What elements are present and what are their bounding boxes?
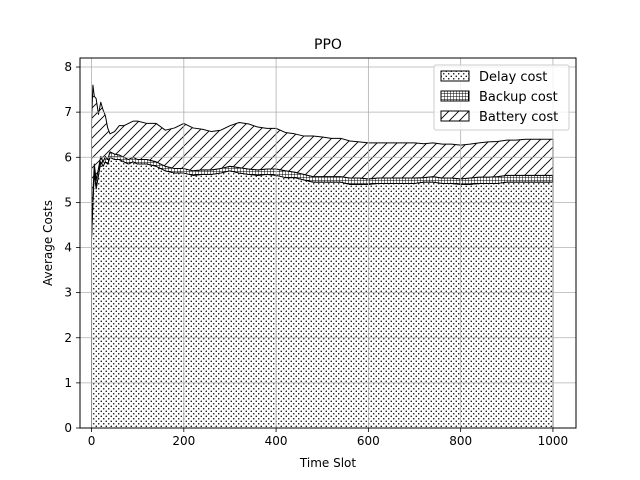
legend-swatch-delay-cost [440,70,470,82]
y-axis-label: Average Costs [41,200,55,286]
y-tick-label: 7 [64,105,72,119]
y-tick-label: 6 [64,150,72,164]
x-axis-label: Time Slot [299,456,356,470]
y-tick-label: 0 [64,421,72,435]
x-tick-label: 200 [172,434,195,448]
legend-label-delay-cost: Delay cost [479,70,547,85]
x-tick-label: 600 [357,434,380,448]
x-tick-label: 1000 [538,434,569,448]
legend-swatch-backup-cost [440,90,470,102]
x-tick-label: 0 [88,434,96,448]
legend-swatch-battery-cost [440,110,470,122]
legend-label-backup-cost: Backup cost [479,90,558,105]
plot-frame [79,57,577,429]
x-tick-label: 400 [265,434,288,448]
y-tick-label: 3 [64,286,72,300]
y-tick-label: 4 [64,241,72,255]
legend: Delay cost Backup cost Battery cost [433,64,570,131]
y-tick-label: 1 [64,376,72,390]
x-tick-label: 800 [449,434,472,448]
y-tick-label: 8 [64,60,72,74]
chart-title: PPO [314,37,342,53]
y-tick-label: 2 [64,331,72,345]
legend-label-battery-cost: Battery cost [479,110,558,125]
y-tick-label: 5 [64,195,72,209]
y-axis: 0 1 2 3 4 5 6 7 8 [64,60,80,435]
x-axis: 0 200 400 600 800 1000 [88,428,568,448]
